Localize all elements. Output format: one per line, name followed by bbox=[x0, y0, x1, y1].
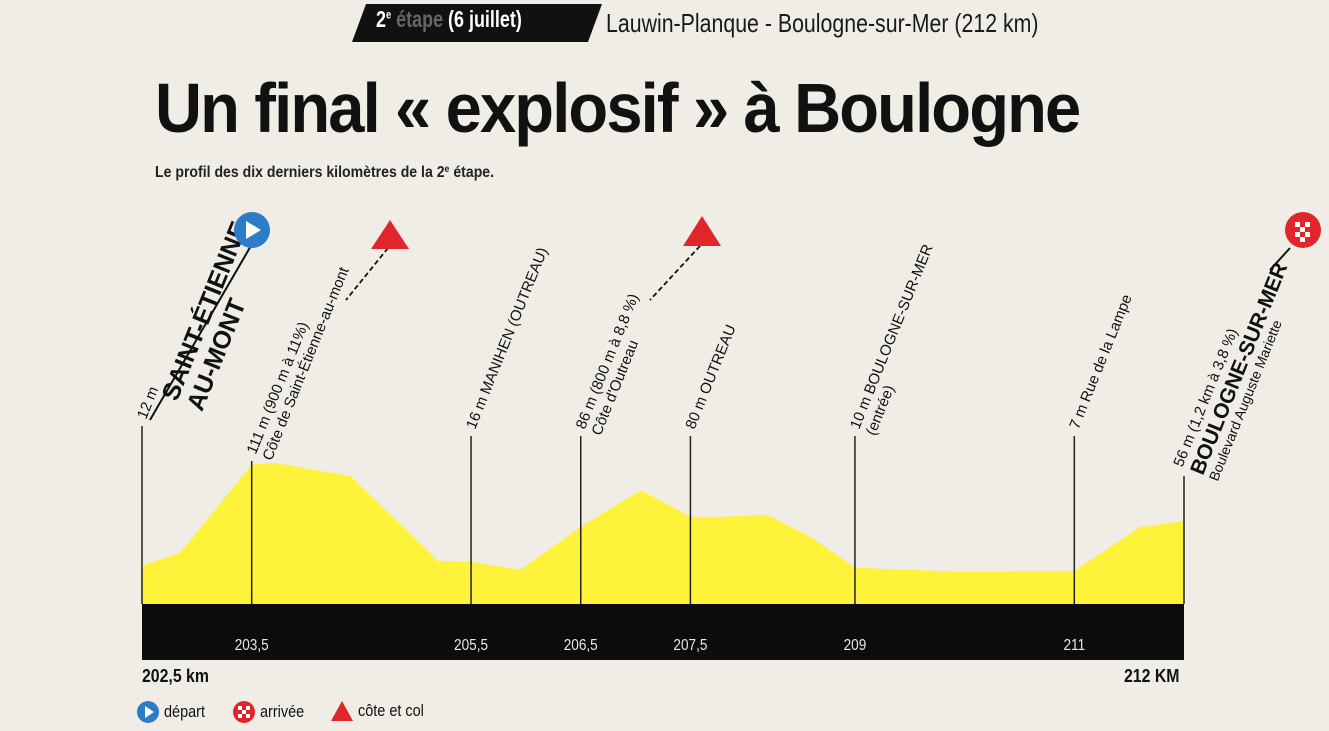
x-end-label: 212 KM bbox=[1124, 666, 1180, 686]
arrivee-leader-line bbox=[1269, 247, 1291, 271]
subtitle-sup: e bbox=[444, 164, 450, 175]
stage-number: 2 bbox=[376, 6, 386, 32]
cote-icon bbox=[331, 701, 353, 721]
arrivee-icon-check bbox=[1300, 237, 1305, 242]
depart-icon bbox=[137, 701, 159, 723]
legend-item-depart: départ bbox=[136, 700, 212, 724]
tick-label: 206,5 bbox=[564, 637, 598, 654]
depart-icon-arrow bbox=[246, 221, 261, 239]
stage-sup: e bbox=[385, 7, 392, 22]
legend-item-cote: côte et col bbox=[330, 700, 436, 722]
point-name-label: BOULOGNE-SUR-MER bbox=[1186, 259, 1292, 477]
stage-word: étape bbox=[396, 6, 444, 32]
arrivee-icon-check bbox=[1305, 222, 1310, 227]
subtitle-end: étape. bbox=[449, 164, 495, 181]
subtitle: Le profil des dix derniers kilomètres de… bbox=[155, 164, 494, 182]
cote-leader-line bbox=[649, 245, 701, 301]
cote-icon bbox=[683, 216, 721, 246]
point-altitude-label: 16 m MANIHEN (OUTREAU) bbox=[463, 245, 552, 431]
arrivee-icon-check bbox=[1305, 232, 1310, 237]
tick-label: 211 bbox=[1063, 637, 1085, 654]
tick-label: 205,5 bbox=[454, 637, 488, 654]
point-label-group: 7 m Rue de la Lampe bbox=[1066, 292, 1135, 431]
stage-date: (6 juillet) bbox=[448, 6, 522, 32]
point-name-label: Côte de Saint-Étienne-au-mont bbox=[259, 264, 353, 463]
point-label-group: 16 m MANIHEN (OUTREAU) bbox=[463, 245, 552, 431]
point-altitude-label: 7 m Rue de la Lampe bbox=[1066, 292, 1135, 431]
elevation-area bbox=[142, 462, 1184, 604]
stage-banner bbox=[352, 4, 602, 42]
arrivee-icon-check bbox=[1295, 222, 1300, 227]
arrivee-icon-check bbox=[1300, 227, 1305, 232]
distance-axis-band bbox=[142, 604, 1184, 660]
headline: Un final « explosif » à Boulogne bbox=[155, 69, 1081, 147]
legend-item-arrivee: arrivée bbox=[232, 700, 312, 724]
point-altitude-label: 80 m OUTREAU bbox=[682, 322, 739, 431]
stage-label: 2e étape (6 juillet) bbox=[376, 6, 522, 33]
point-label-group: 10 m BOULOGNE-SUR-MER(entrée) bbox=[847, 242, 937, 438]
subtitle-main: Le profil des dix derniers kilomètres de… bbox=[155, 164, 445, 181]
tick-label: 207,5 bbox=[673, 637, 707, 654]
legend-label-cote: côte et col bbox=[358, 701, 424, 720]
tick-label: 203,5 bbox=[235, 637, 269, 654]
point-label-group: 111 m (900 m à 11%)Côte de Saint-Étienne… bbox=[244, 264, 353, 463]
route-text: Lauwin-Planque - Boulogne-sur-Mer (212 k… bbox=[606, 8, 1039, 38]
legend-label-depart: départ bbox=[164, 702, 205, 721]
tick-label: 209 bbox=[844, 637, 867, 654]
cote-icon bbox=[371, 220, 409, 249]
x-start-label: 202,5 km bbox=[142, 666, 209, 686]
point-label-group: 56 m (1,2 km à 3,8 %)BOULOGNE-SUR-MERBou… bbox=[1170, 259, 1292, 483]
point-label-group: 86 m (800 m à 8,8 %)Côte d'Outreau bbox=[573, 291, 643, 437]
arrivee-icon-check bbox=[1295, 232, 1300, 237]
point-label-group: 80 m OUTREAU bbox=[682, 322, 739, 431]
legend-label-arrivee: arrivée bbox=[260, 702, 305, 721]
arrivee-icon bbox=[233, 701, 255, 723]
depart-leader-line bbox=[149, 243, 253, 421]
cote-leader-line bbox=[345, 247, 389, 301]
